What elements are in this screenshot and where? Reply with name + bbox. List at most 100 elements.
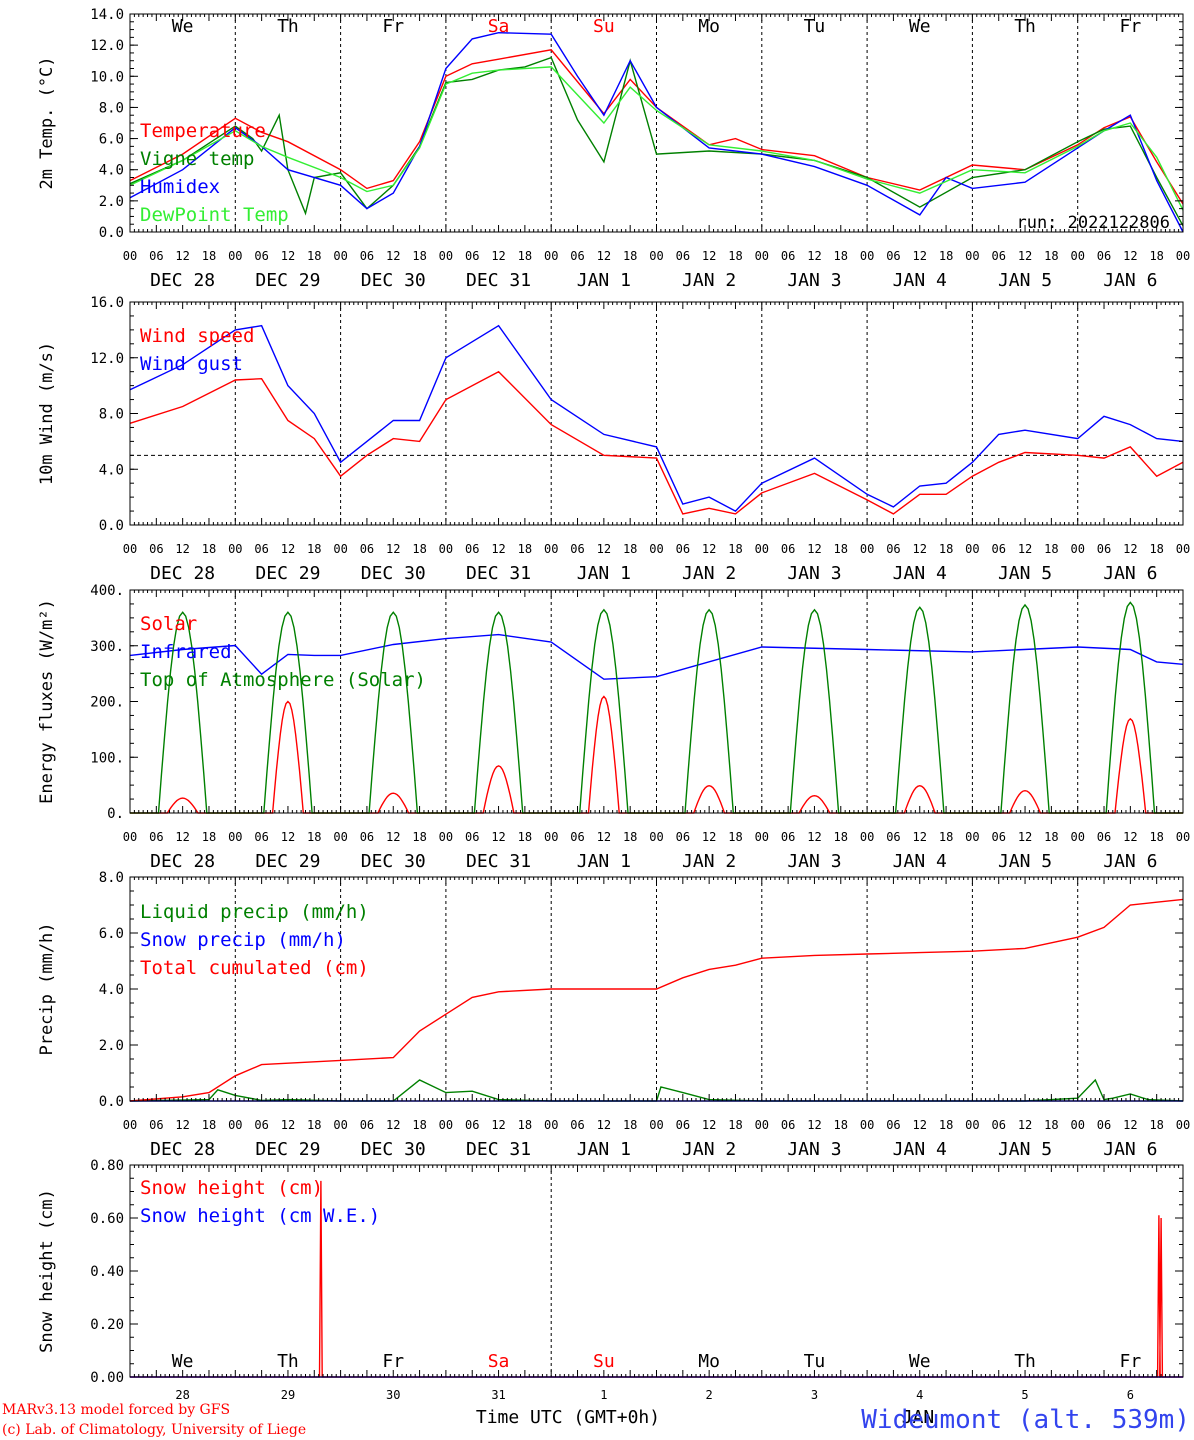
hour-label: 06	[360, 542, 374, 556]
hour-label: 12	[491, 830, 505, 844]
credit-line-1: MARv3.13 model forced by GFS	[2, 1402, 230, 1418]
hour-label: 18	[623, 830, 637, 844]
day-number-label: 1	[600, 1388, 607, 1402]
day-number-label: 6	[1127, 1388, 1134, 1402]
hour-label: 18	[202, 542, 216, 556]
hour-label: 18	[728, 830, 742, 844]
legend-entry: Top of Atmosphere (Solar)	[140, 669, 426, 691]
hour-label: 06	[254, 249, 268, 263]
hour-label: 00	[649, 830, 663, 844]
day-label: We	[909, 16, 931, 37]
date-label: JAN 3	[787, 563, 841, 584]
date-label: DEC 28	[150, 270, 215, 291]
date-label: JAN 6	[1103, 851, 1157, 872]
run-annotation: run: 2022122806	[1016, 213, 1170, 233]
hour-label: 00	[228, 249, 242, 263]
hour-label: 06	[254, 1118, 268, 1132]
day-number-label: 28	[175, 1388, 189, 1402]
hour-label: 18	[307, 249, 321, 263]
hour-label: 18	[728, 542, 742, 556]
series-line-vigne-temp	[129, 56, 1184, 227]
date-label: JAN 3	[787, 1139, 841, 1160]
panel-4: 0.0 2.0 4.0 6.0 8.0 Precip (mm/h) Liquid preci…	[37, 870, 1190, 1160]
hour-label: 00	[333, 249, 347, 263]
hour-label: 06	[1097, 249, 1111, 263]
hour-label: 00	[649, 1118, 663, 1132]
hour-label: 18	[412, 1118, 426, 1132]
date-label: JAN 4	[893, 1139, 947, 1160]
hour-label: 12	[913, 542, 927, 556]
hour-label: 18	[1044, 830, 1058, 844]
y-tick-label: 0.40	[90, 1264, 124, 1280]
hour-label: 00	[755, 249, 769, 263]
legend-entry: Vigne temp	[140, 148, 254, 170]
hour-label: 00	[439, 249, 453, 263]
hour-label: 18	[834, 1118, 848, 1132]
hour-label: 00	[333, 830, 347, 844]
panel-5: 0.00 0.20 0.40 0.60 0.80 Snow height (cm) Snow…	[37, 1158, 1184, 1402]
hour-label: 12	[913, 1118, 927, 1132]
legend-entry: Temperature	[140, 120, 266, 142]
hour-label: 06	[886, 830, 900, 844]
date-label: DEC 28	[150, 851, 215, 872]
hour-label: 00	[755, 830, 769, 844]
hour-label: 00	[1070, 830, 1084, 844]
y-tick-label: 0.0	[99, 518, 124, 534]
hour-label: 00	[860, 542, 874, 556]
day-label: Th	[1014, 16, 1036, 37]
hour-label: 00	[860, 1118, 874, 1132]
hour-label: 18	[412, 830, 426, 844]
hour-label: 00	[965, 542, 979, 556]
legend-entry: Snow precip (mm/h)	[140, 929, 346, 951]
hour-label: 06	[570, 542, 584, 556]
hour-label: 12	[702, 249, 716, 263]
hour-label: 18	[202, 249, 216, 263]
hour-label: 18	[623, 542, 637, 556]
hour-label: 12	[1018, 1118, 1032, 1132]
y-tick-label: 6.0	[99, 132, 124, 148]
hour-label: 12	[386, 249, 400, 263]
hour-label: 12	[281, 542, 295, 556]
hour-label: 12	[1123, 542, 1137, 556]
legend-entry: Solar	[140, 613, 197, 635]
date-label: JAN 3	[787, 851, 841, 872]
hour-label: 12	[175, 249, 189, 263]
hour-label: 12	[807, 1118, 821, 1132]
day-label: Fr	[1120, 16, 1142, 37]
hour-label: 00	[860, 249, 874, 263]
plot-frame	[129, 301, 1184, 526]
hour-label: 12	[702, 1118, 716, 1132]
hour-label: 00	[1176, 249, 1190, 263]
hour-label: 18	[623, 249, 637, 263]
y-tick-label: 100.	[90, 750, 124, 766]
hour-label: 06	[886, 249, 900, 263]
hour-label: 00	[1070, 542, 1084, 556]
hour-label: 18	[623, 1118, 637, 1132]
panel-2: 0.0 4.0 8.0 12.0 16.0 10m Wind (m/s) Wind spee…	[37, 295, 1190, 584]
hour-label: 06	[886, 542, 900, 556]
hour-label: 18	[939, 830, 953, 844]
series-line-wind-gust	[129, 324, 1184, 512]
x-axis-title: Time UTC (GMT+0h)	[476, 1407, 660, 1428]
hour-label: 06	[676, 249, 690, 263]
hour-label: 12	[807, 830, 821, 844]
hour-label: 00	[1176, 830, 1190, 844]
day-label: We	[909, 1351, 931, 1372]
hour-label: 06	[570, 249, 584, 263]
date-label: JAN 5	[998, 563, 1052, 584]
hour-label: 12	[913, 830, 927, 844]
date-label: DEC 29	[255, 270, 320, 291]
legend-entry: DewPoint Temp	[140, 204, 289, 226]
hour-label: 00	[333, 1118, 347, 1132]
day-number-label: 31	[491, 1388, 505, 1402]
hour-label: 06	[149, 1118, 163, 1132]
day-number-label: 30	[386, 1388, 400, 1402]
series-line-wind-speed	[129, 370, 1184, 515]
hour-label: 12	[491, 249, 505, 263]
hour-label: 18	[412, 249, 426, 263]
date-label: DEC 31	[466, 1139, 531, 1160]
hour-label: 00	[228, 830, 242, 844]
date-label: JAN 2	[682, 1139, 736, 1160]
hour-label: 18	[307, 542, 321, 556]
